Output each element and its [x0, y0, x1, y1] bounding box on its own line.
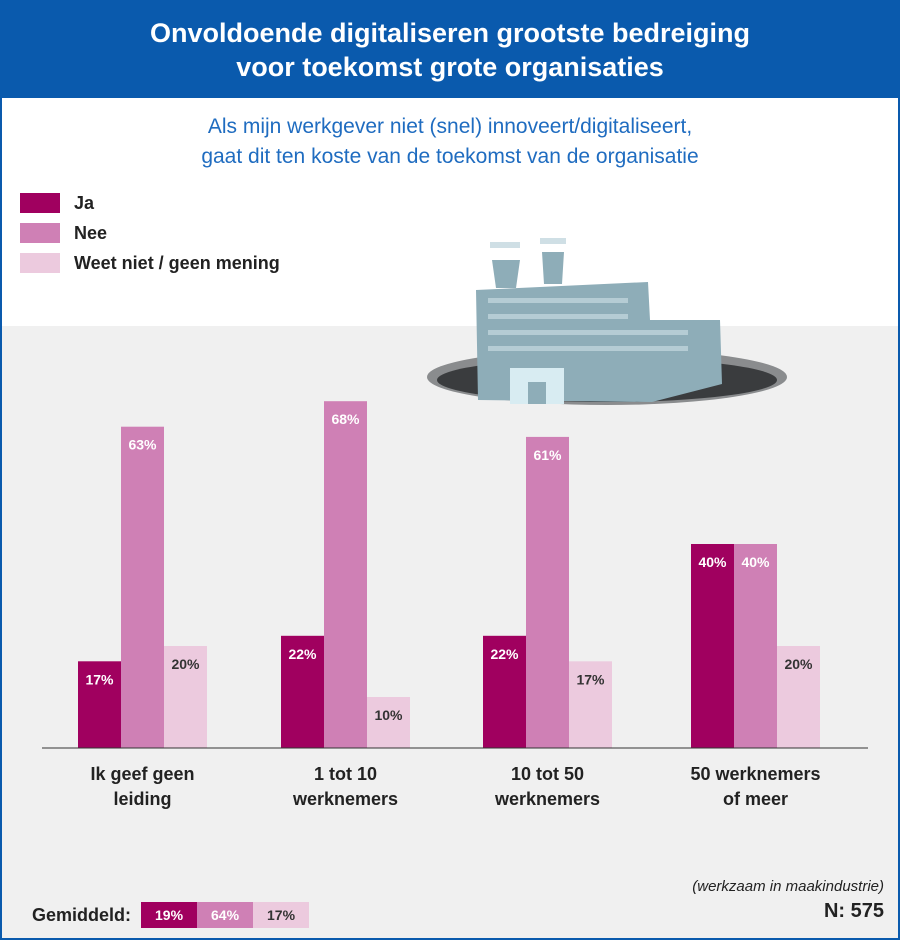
sample-size: N: 575 [823, 900, 884, 922]
header: Onvoldoende digitaliseren grootste bedre… [2, 2, 898, 98]
data-label-ja-3: 40% [698, 554, 727, 570]
bar-ja-2 [483, 635, 526, 748]
data-label-weet-niet-1: 10% [374, 707, 403, 723]
data-label-ja-0: 17% [85, 671, 114, 687]
bar-nee-1 [324, 401, 367, 748]
subtitle-line-2: gaat dit ten koste van de toekomst van d… [201, 145, 699, 168]
legend-swatch-weet-niet [20, 253, 60, 273]
legend-item-weet-niet: Weet niet / geen mening [20, 248, 280, 278]
subtitle: Als mijn werkgever niet (snel) innoveert… [2, 112, 898, 172]
bar-ja-0 [78, 661, 121, 748]
category-label-3: 50 werknemers of meer [690, 764, 820, 809]
title-line-1: Onvoldoende digitaliseren grootste bedre… [149, 18, 751, 48]
bar-ja-3 [691, 544, 734, 748]
bar-nee-3 [734, 544, 777, 748]
category-label-0: Ik geef geen leiding [90, 764, 194, 809]
data-label-weet-niet-0: 20% [171, 656, 200, 672]
category-labels: Ik geef geen leiding 1 tot 10 werknemers 10 … [90, 764, 820, 809]
bar-weet-niet-1 [367, 697, 410, 748]
average-nee: 64% [197, 902, 254, 928]
subtitle-line-1: Als mijn werkgever niet (snel) innoveert… [207, 115, 693, 138]
category-label-2: 10 tot 50 werknemers [494, 764, 600, 809]
sinking-factory-illustration [427, 238, 787, 405]
data-label-nee-0: 63% [128, 437, 157, 453]
data-label-weet-niet-2: 17% [576, 671, 605, 687]
title-line-2: voor toekomst grote organisaties [236, 52, 664, 82]
legend-item-ja: Ja [20, 188, 280, 218]
legend-swatch-ja [20, 193, 60, 213]
data-label-ja-1: 22% [288, 646, 317, 662]
average-weet-niet: 17% [253, 902, 310, 928]
data-label-nee-1: 68% [331, 411, 360, 427]
bar-nee-2 [526, 436, 569, 748]
data-label-ja-2: 22% [490, 646, 519, 662]
legend: Ja Nee Weet niet / geen mening [20, 188, 280, 278]
data-label-weet-niet-3: 20% [784, 656, 813, 672]
bar-nee-0 [121, 426, 164, 748]
bars-layer: 17% 63% 20% 22% 68% 10% 22% 61% 17% 40% 40% 20% [78, 401, 820, 748]
bar-weet-niet-0 [164, 646, 207, 748]
average-ja: 19% [141, 902, 198, 928]
data-label-nee-3: 40% [741, 554, 770, 570]
average-row: Gemiddeld: 19% 64% 17% [32, 902, 310, 928]
category-label-1: 1 tot 10 werknemers [292, 764, 398, 809]
legend-label-ja: Ja [74, 192, 95, 213]
bar-weet-niet-2 [569, 661, 612, 748]
data-label-nee-2: 61% [533, 447, 562, 463]
legend-label-weet-niet: Weet niet / geen mening [74, 252, 280, 273]
average-label: Gemiddeld: [32, 904, 132, 925]
legend-label-nee: Nee [74, 222, 108, 243]
legend-item-nee: Nee [20, 218, 280, 248]
legend-swatch-nee [20, 223, 60, 243]
footer-note: (werkzaam in maakindustrie) [692, 878, 884, 895]
bar-weet-niet-3 [777, 646, 820, 748]
bar-ja-1 [281, 635, 324, 748]
